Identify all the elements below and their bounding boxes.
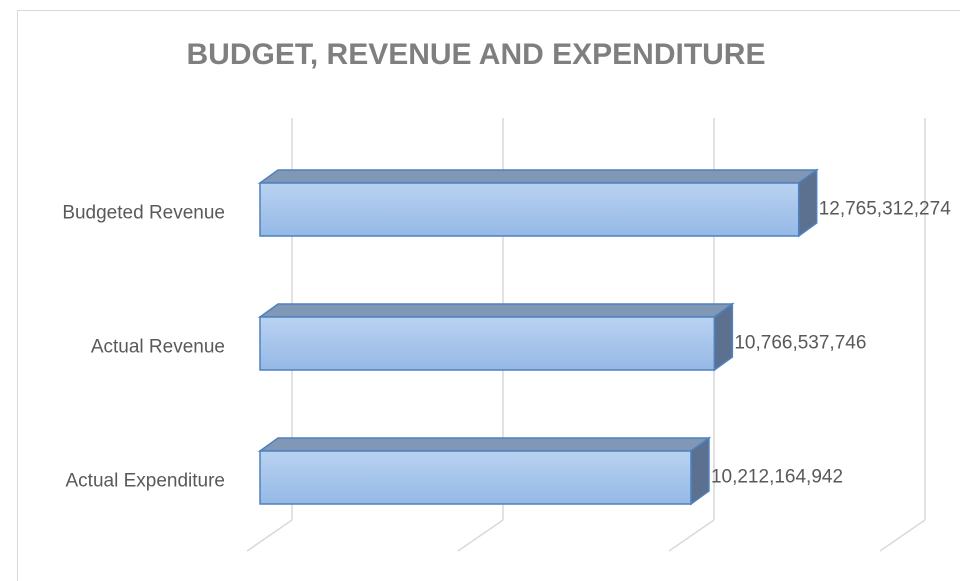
bar [259, 182, 800, 237]
data-label: 12,765,312,274 [819, 199, 952, 220]
bar [259, 450, 692, 505]
floor-line [246, 519, 293, 552]
y-tick-label: Actual Expenditure [66, 471, 226, 492]
y-tick-label: Budgeted Revenue [62, 203, 225, 224]
bar-top [257, 437, 712, 452]
floor-line [879, 519, 926, 552]
chart-title: BUDGET, REVENUE AND EXPENDITURE [187, 38, 766, 71]
bar [259, 316, 716, 371]
bars: 12,765,312,274 Budgeted Revenue 10,766,537… [62, 168, 952, 506]
floor-line [668, 519, 715, 552]
bar-top [257, 169, 820, 184]
data-label: 10,766,537,746 [734, 333, 866, 354]
bar-top [257, 303, 735, 318]
y-tick-label: Actual Revenue [91, 337, 225, 358]
data-label: 10,212,164,942 [711, 467, 843, 488]
floor-line [457, 519, 504, 552]
